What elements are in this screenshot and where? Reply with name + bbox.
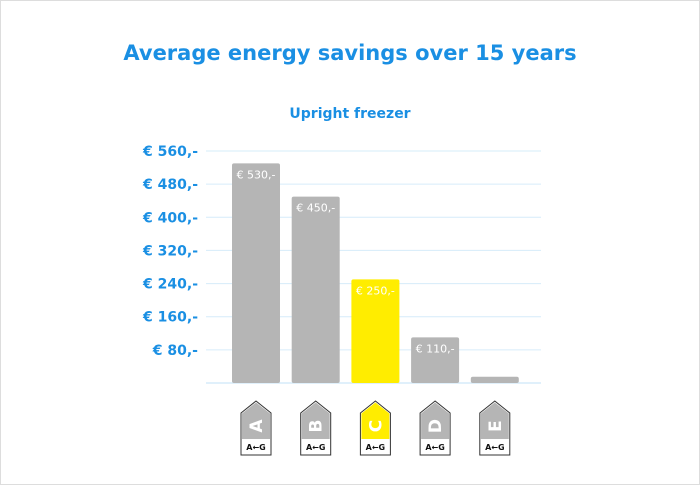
energy-label-fill [421, 402, 450, 439]
bar-C [351, 279, 400, 383]
x-tick-label: E [486, 420, 506, 432]
energy-label-fill [480, 402, 509, 439]
energy-label-fill [242, 402, 270, 439]
energy-scale-text: A←G [306, 443, 325, 452]
chart-title: Average energy savings over 15 years [123, 41, 577, 65]
data-label: € 530,- [237, 168, 276, 181]
y-tick-label: € 80,- [152, 343, 198, 359]
chart-subtitle: Upright freezer [289, 106, 411, 122]
bar-A [232, 163, 280, 383]
energy-scale-text: A←G [485, 443, 504, 452]
data-label: € 110,- [416, 342, 455, 355]
energy-label-fill [301, 402, 330, 439]
bar-D [411, 337, 460, 383]
bar-E [470, 376, 519, 383]
x-tick-label: A [247, 419, 267, 433]
data-label: € 450,- [296, 202, 335, 215]
y-tick-label: € 240,- [142, 277, 198, 293]
energy-scale-text: A←G [246, 443, 265, 452]
x-tick-label: B [307, 420, 327, 433]
x-tick-label: C [366, 420, 386, 432]
data-label: € 250,- [356, 284, 395, 297]
y-tick-label: € 480,- [142, 177, 198, 193]
bar-B [291, 196, 340, 383]
energy-scale-text: A←G [425, 443, 444, 452]
energy-label-fill [361, 402, 390, 439]
y-tick-label: € 400,- [142, 210, 198, 226]
energy-scale-text: A←G [366, 443, 385, 452]
y-tick-label: € 160,- [142, 310, 198, 326]
x-tick-label: D [426, 419, 446, 433]
y-tick-label: € 560,- [142, 144, 198, 160]
y-tick-label: € 320,- [142, 243, 198, 259]
